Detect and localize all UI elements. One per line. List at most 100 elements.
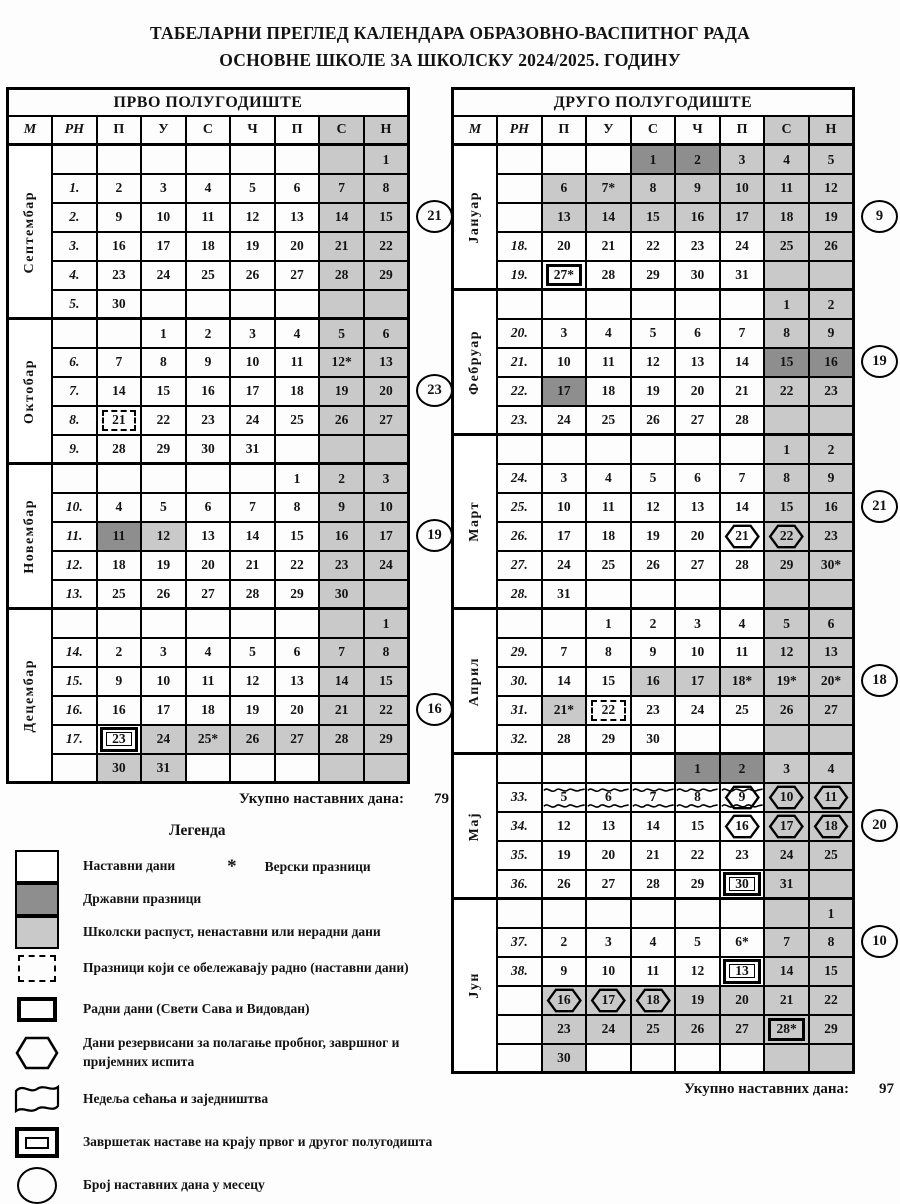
day-cell (95, 317, 143, 349)
day-cell: 12 (540, 810, 588, 842)
day-cell (807, 578, 855, 610)
day-cell: 3 (229, 317, 276, 349)
semester-title: ДРУГО ПОЛУГОДИШТЕ (451, 87, 855, 117)
day-cell (140, 288, 187, 320)
day-cell: 5 (763, 607, 810, 639)
day-cell: 19 (318, 375, 365, 407)
week-number-cell: 13. (51, 578, 98, 610)
day-cell: 12* (318, 346, 365, 378)
page-title: ТАБЕЛАРНИ ПРЕГЛЕД КАЛЕНДАРА ОБРАЗОВНО-ВА… (0, 0, 900, 74)
day-cell: 28 (229, 578, 276, 610)
day-cell (540, 752, 588, 784)
day-cell (674, 433, 721, 465)
day-cell: 3 (362, 462, 410, 494)
end-of-classes-inner-box (728, 877, 756, 891)
week-number-cell (496, 607, 543, 639)
day-cell (540, 433, 588, 465)
second-semester-table: ДРУГО ПОЛУГОДИШТЕ М РН П У С Ч П С Н Јануар 1 2 3 4 5 6 7… (451, 87, 855, 1075)
day-cell: 10 (140, 201, 187, 233)
day-cell (585, 897, 632, 929)
exam-day-hexagon-icon (768, 814, 805, 839)
day-cell: 13 (362, 346, 410, 378)
day-cell: 18 (807, 810, 855, 842)
day-cell: 24 (585, 1013, 632, 1045)
day-cell: 3 (585, 926, 632, 958)
day-cell: 5 (629, 317, 677, 349)
day-cell: 23 (674, 230, 721, 262)
week-number-cell (496, 752, 543, 784)
dashed-box-icon (18, 955, 56, 983)
hexagon-icon (15, 1036, 59, 1070)
week-number-cell: 10. (51, 491, 98, 523)
day-cell: 25 (585, 549, 632, 581)
day-cell: 4 (184, 636, 232, 668)
day-cell: 2 (95, 636, 143, 668)
day-cell: 23 (807, 520, 855, 552)
week-number-cell (51, 752, 98, 784)
end-of-classes-inner-box (728, 964, 756, 979)
day-cell (585, 578, 632, 610)
day-cell: 17 (540, 375, 588, 407)
day-cell: 17 (718, 201, 766, 233)
day-cell: 29 (674, 868, 721, 900)
day-cell: 9 (807, 462, 855, 494)
week-number-cell: 28. (496, 578, 543, 610)
day-cell: 14 (318, 201, 365, 233)
day-cell (763, 897, 810, 929)
day-cell (273, 433, 321, 465)
day-cell (318, 143, 365, 175)
day-cell (718, 897, 766, 929)
exam-day-hexagon-icon (590, 988, 627, 1013)
day-cell: 7 (318, 172, 365, 204)
month-label: Новембар (6, 462, 54, 610)
day-cell (674, 897, 721, 929)
day-cell: 13 (273, 665, 321, 697)
day-cell: 22 (362, 230, 410, 262)
day-cell: 7 (718, 317, 766, 349)
day-cell (318, 607, 365, 639)
day-cell (362, 752, 410, 784)
day-cell: 1 (140, 317, 187, 349)
day-cell: 23 (318, 549, 365, 581)
week-number-cell: 14. (51, 636, 98, 668)
day-cell (362, 288, 410, 320)
day-cell: 22 (763, 375, 810, 407)
week-number-cell (496, 288, 543, 320)
day-cell (184, 462, 232, 494)
day-cell: 12 (229, 665, 276, 697)
week-number-cell (496, 172, 543, 204)
week-number-cell: 7. (51, 375, 98, 407)
legend-label: Државни празници (83, 891, 202, 907)
week-number-cell: 32. (496, 723, 543, 755)
week-number-cell: 8. (51, 404, 98, 436)
legend-label: Недеља сећања и заједништва (83, 1090, 269, 1106)
day-cell (184, 143, 232, 175)
week-number-cell: 11. (51, 520, 98, 552)
day-cell (718, 723, 766, 755)
religious-holiday-star-icon: * (227, 855, 237, 877)
day-cell (229, 752, 276, 784)
day-cell (362, 433, 410, 465)
day-header: С (629, 114, 677, 147)
legend-item: Државни празници (11, 883, 451, 917)
legend-label: Завршетак наставе на крају првог и друго… (83, 1134, 433, 1150)
day-cell: 30 (540, 1042, 588, 1074)
day-cell (540, 607, 588, 639)
day-cell: 15 (140, 375, 187, 407)
day-cell: 17 (140, 230, 187, 262)
month-teaching-days-circle: 18 (861, 663, 898, 697)
day-cell: 8 (273, 491, 321, 523)
day-cell: 10 (585, 955, 632, 987)
day-cell: 25 (95, 578, 143, 610)
day-cell (718, 578, 766, 610)
day-cell: 13 (807, 636, 855, 668)
day-header: Н (362, 114, 410, 147)
legend-item: Радни дани (Свети Сава и Видовдан) (11, 993, 451, 1026)
week-number-cell: 30. (496, 665, 543, 697)
day-cell: 19 (140, 549, 187, 581)
week-number-cell (496, 433, 543, 465)
thick-box-icon (17, 997, 57, 1023)
day-cell: 18 (184, 694, 232, 726)
month-label: Фебруар (451, 288, 499, 436)
day-cell: 15 (629, 201, 677, 233)
